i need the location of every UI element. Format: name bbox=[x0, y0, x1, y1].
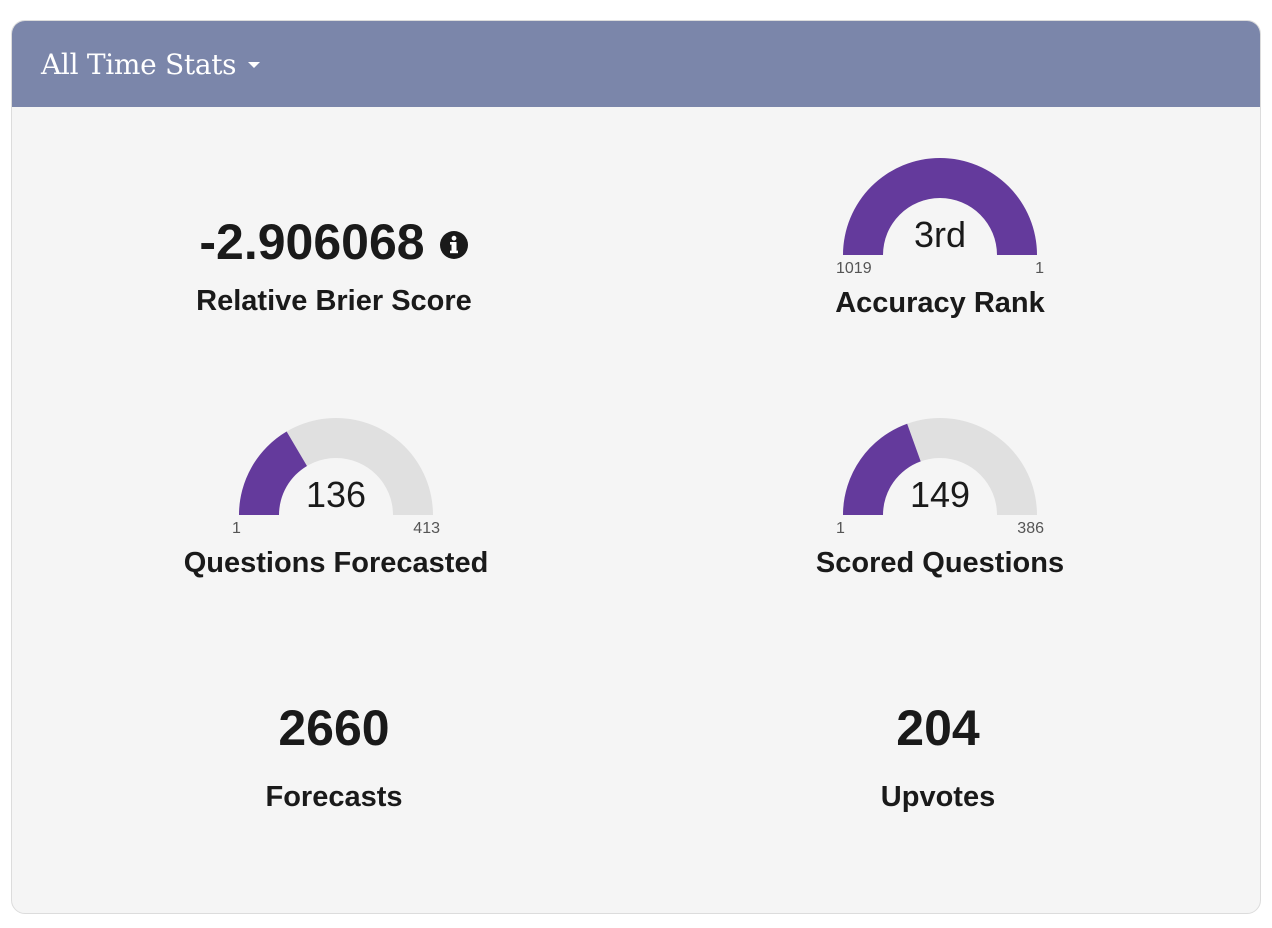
brier-score-stat: -2.906068 Relative Brier Score bbox=[124, 217, 544, 318]
gauge-max-label: 413 bbox=[413, 520, 440, 537]
gauge-fill bbox=[843, 158, 1037, 255]
gauge-max-label: 1 bbox=[1035, 260, 1044, 277]
upvotes-value: 204 bbox=[896, 700, 980, 756]
accuracy-rank-value: 3rd bbox=[913, 214, 967, 255]
scored-questions-stat: 149 1 386 Scored Questions bbox=[730, 417, 1150, 580]
questions-forecasted-label: Questions Forecasted bbox=[183, 547, 489, 579]
questions-forecasted-gauge: 136 1 413 bbox=[232, 417, 440, 545]
questions-forecasted-value: 136 bbox=[305, 474, 367, 515]
accuracy-rank-stat: 3rd 1019 1 Accuracy Rank bbox=[730, 157, 1150, 320]
questions-forecasted-stat: 136 1 413 Questions Forecasted bbox=[126, 417, 546, 580]
gauge-min-label: 1019 bbox=[836, 260, 872, 277]
upvotes-stat: 204 Upvotes bbox=[728, 703, 1148, 814]
brier-score-label: Relative Brier Score bbox=[196, 285, 472, 317]
caret-down-icon bbox=[248, 62, 261, 68]
forecasts-label: Forecasts bbox=[265, 781, 403, 813]
gauge-min-label: 1 bbox=[232, 520, 241, 537]
scored-questions-gauge: 149 1 386 bbox=[836, 417, 1044, 545]
gauge-fill bbox=[239, 431, 307, 515]
scored-questions-value: 149 bbox=[909, 474, 971, 515]
stats-period-dropdown[interactable]: All Time Stats bbox=[41, 47, 261, 81]
upvotes-label: Upvotes bbox=[880, 781, 996, 813]
info-circle-icon[interactable] bbox=[439, 230, 469, 260]
gauge-min-label: 1 bbox=[836, 520, 845, 537]
forecasts-stat: 2660 Forecasts bbox=[124, 703, 544, 814]
all-time-stats-card: All Time Stats -2.906068 Relative Brier … bbox=[11, 20, 1261, 914]
scored-questions-label: Scored Questions bbox=[815, 547, 1065, 579]
forecasts-value: 2660 bbox=[278, 700, 390, 756]
card-header: All Time Stats bbox=[12, 21, 1260, 107]
accuracy-rank-label: Accuracy Rank bbox=[835, 287, 1045, 319]
brier-score-value: -2.906068 bbox=[199, 214, 425, 270]
gauge-max-label: 386 bbox=[1017, 520, 1044, 537]
accuracy-rank-gauge: 3rd 1019 1 bbox=[836, 157, 1044, 285]
stats-period-label: All Time Stats bbox=[41, 47, 237, 81]
gauge-fill bbox=[843, 423, 921, 515]
